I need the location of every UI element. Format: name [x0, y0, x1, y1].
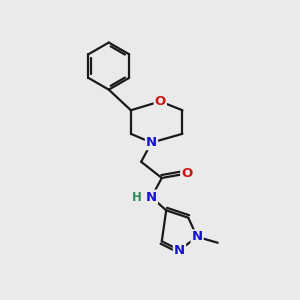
Text: N: N [146, 136, 157, 149]
Text: O: O [155, 95, 166, 108]
Text: N: N [191, 230, 203, 243]
Text: N: N [174, 244, 185, 256]
Text: O: O [181, 167, 192, 180]
Text: H: H [132, 190, 142, 204]
Text: N: N [146, 190, 157, 204]
